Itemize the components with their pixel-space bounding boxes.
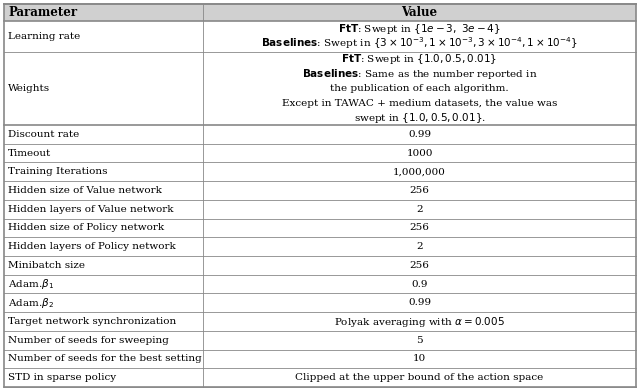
Text: Hidden layers of Policy network: Hidden layers of Policy network [8, 242, 176, 251]
Bar [4, 200, 636, 219]
Text: the publication of each algorithm.: the publication of each algorithm. [330, 84, 509, 93]
Text: 0.99: 0.99 [408, 298, 431, 307]
Text: Number of seeds for the best setting: Number of seeds for the best setting [8, 354, 202, 363]
Text: Adam.$\beta_1$: Adam.$\beta_1$ [8, 277, 54, 291]
Text: 0.99: 0.99 [408, 130, 431, 139]
Text: 2: 2 [416, 205, 423, 214]
Text: 1000: 1000 [406, 149, 433, 158]
Text: Weights: Weights [8, 84, 50, 93]
Bar [4, 4, 636, 21]
Text: Hidden layers of Value network: Hidden layers of Value network [8, 205, 173, 214]
Text: 0.9: 0.9 [412, 280, 428, 289]
Text: Minibatch size: Minibatch size [8, 261, 85, 270]
Bar [4, 256, 636, 275]
Text: $\mathbf{FtT}$: Swept in $\{1.0, 0.5, 0.01\}$: $\mathbf{FtT}$: Swept in $\{1.0, 0.5, 0.… [342, 52, 497, 66]
Text: 2: 2 [416, 242, 423, 251]
Bar [4, 312, 636, 331]
Bar [4, 275, 636, 293]
Bar [4, 350, 636, 368]
Bar [4, 293, 636, 312]
Text: Training Iterations: Training Iterations [8, 167, 108, 176]
Text: Learning rate: Learning rate [8, 32, 80, 41]
Bar [4, 237, 636, 256]
Text: swept in $\{1.0, 0.5, 0.01\}$.: swept in $\{1.0, 0.5, 0.01\}$. [353, 111, 486, 125]
Bar [4, 21, 636, 52]
Text: $\mathbf{Baselines}$: Swept in $\{3 \times 10^{-3},1 \times 10^{-3},3 \times 10^: $\mathbf{Baselines}$: Swept in $\{3 \tim… [261, 35, 578, 50]
Bar [4, 125, 636, 144]
Text: Hidden size of Value network: Hidden size of Value network [8, 186, 162, 195]
Text: Hidden size of Policy network: Hidden size of Policy network [8, 223, 164, 232]
Text: Target network synchronization: Target network synchronization [8, 317, 176, 326]
Text: $\mathbf{FtT}$: Swept in $\{1e-3,\ 3e-4\}$: $\mathbf{FtT}$: Swept in $\{1e-3,\ 3e-4\… [338, 22, 501, 36]
Text: 256: 256 [410, 223, 429, 232]
Bar [4, 52, 636, 125]
Text: Except in TAWAC + medium datasets, the value was: Except in TAWAC + medium datasets, the v… [282, 99, 557, 108]
Bar [4, 181, 636, 200]
Bar [4, 368, 636, 387]
Text: Number of seeds for sweeping: Number of seeds for sweeping [8, 336, 169, 345]
Text: STD in sparse policy: STD in sparse policy [8, 373, 116, 382]
Bar [4, 331, 636, 350]
Text: 5: 5 [416, 336, 423, 345]
Text: 10: 10 [413, 354, 426, 363]
Text: Discount rate: Discount rate [8, 130, 79, 139]
Text: Value: Value [401, 6, 438, 19]
Text: Adam.$\beta_2$: Adam.$\beta_2$ [8, 296, 54, 310]
Bar [4, 144, 636, 162]
Text: Timeout: Timeout [8, 149, 51, 158]
Bar [4, 219, 636, 237]
Bar [4, 162, 636, 181]
Text: 256: 256 [410, 186, 429, 195]
Text: 256: 256 [410, 261, 429, 270]
Text: Polyak averaging with $\alpha = 0.005$: Polyak averaging with $\alpha = 0.005$ [334, 314, 505, 328]
Text: $\mathbf{Baselines}$: Same as the number reported in: $\mathbf{Baselines}$: Same as the number… [302, 67, 538, 81]
Text: Clipped at the upper bound of the action space: Clipped at the upper bound of the action… [296, 373, 543, 382]
Text: Parameter: Parameter [8, 6, 77, 19]
Text: 1,000,000: 1,000,000 [393, 167, 446, 176]
